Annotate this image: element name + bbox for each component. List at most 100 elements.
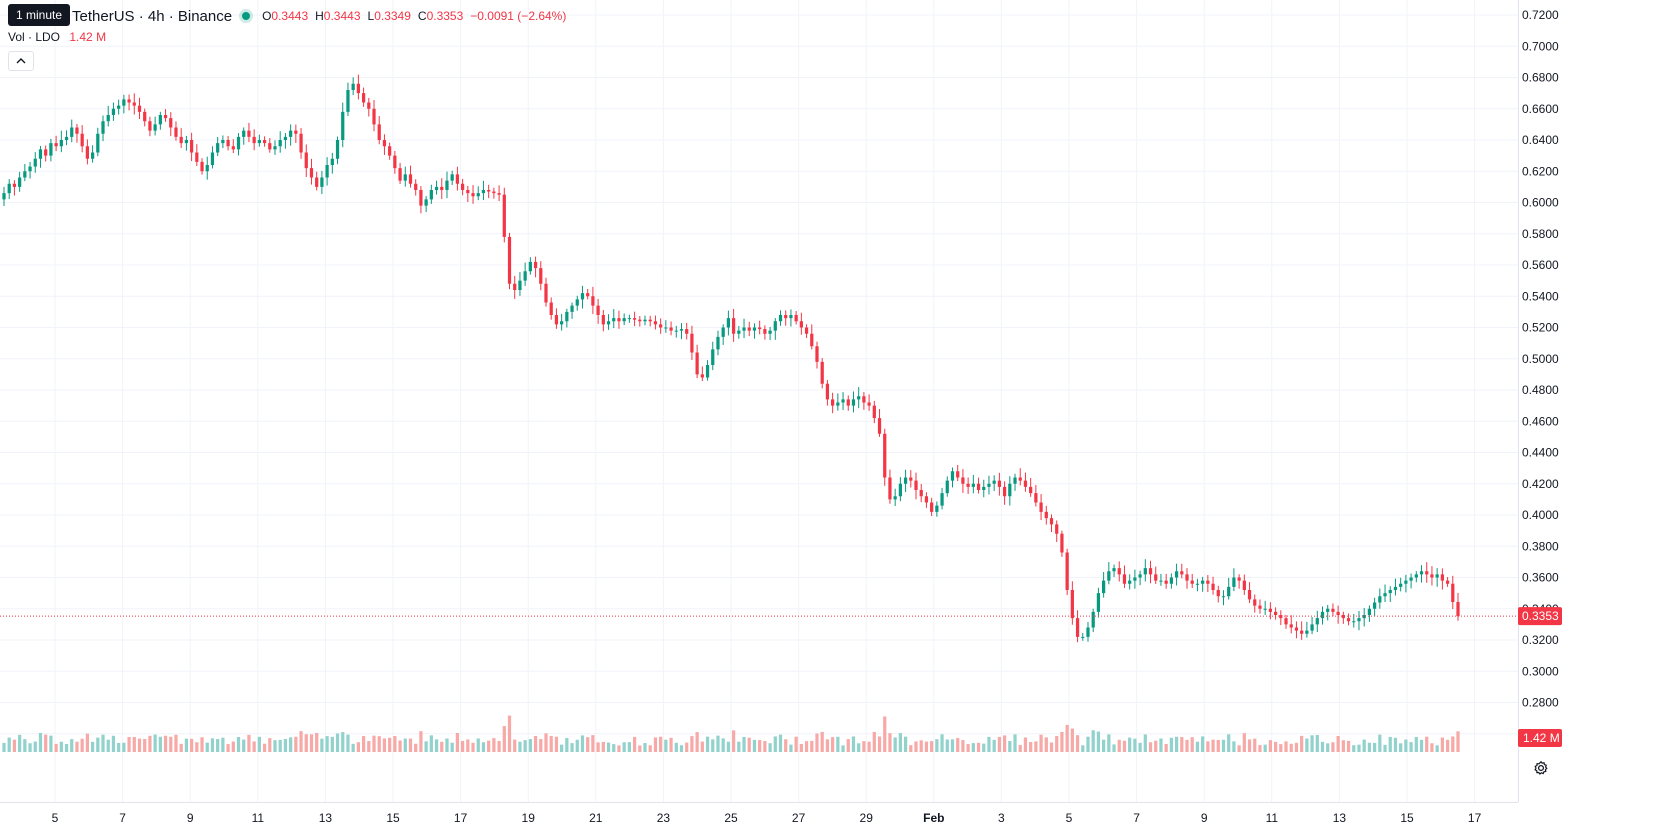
candle-up [1201,580,1205,584]
volume-bar [731,730,736,752]
volume-bar [726,741,731,752]
candle-up [1378,596,1382,603]
volume-bar [804,741,809,752]
candle-up [1081,636,1085,638]
chart-area[interactable] [0,0,1518,802]
volume-legend[interactable]: Vol · LDO 1.42 M [8,30,106,44]
price-chart[interactable] [0,0,1518,802]
volume-bar [669,737,673,752]
time-axis[interactable]: 5 7 9 11 13 15 17 19 21 23 25 27 29 Feb 3 5 7 9 11 13 15 17 [0,802,1518,835]
price-tick-label: 0.4200 [1522,477,1559,491]
chart-settings-button[interactable] [1530,759,1552,777]
volume-bar [971,743,975,752]
time-tick-label: 21 [589,811,603,825]
candle-up [64,136,69,140]
volume-bar [273,740,277,752]
volume-bar [1133,738,1137,752]
volume-bar [304,734,308,752]
volume-bar [659,736,663,752]
volume-bar [523,740,527,752]
volume-bar [935,739,939,752]
candle-down [883,433,887,478]
candle-down [398,168,402,181]
candle-down [132,102,136,106]
candle-up [236,136,241,150]
volume-bar [205,742,209,752]
symbol-title[interactable]: TetherUS · 4h · Binance [72,7,233,25]
candle-up [1221,596,1226,598]
candle-up [1227,586,1231,597]
candle-down [200,161,204,172]
volume-bar [997,736,1002,752]
volume-bar [570,743,574,752]
candle-up [1128,580,1132,584]
volume-bar [606,742,611,752]
volume-bar [12,739,17,752]
candle-down [784,315,788,319]
volume-bar [841,745,845,752]
volume-bar [1185,739,1189,752]
volume-bar [1336,735,1340,752]
volume-bar [711,739,715,752]
candle-up [737,330,741,334]
candle-up [33,158,37,167]
candle-down [758,327,762,330]
candle-up [1102,580,1106,594]
volume-bar [700,741,704,752]
candle-down [961,477,965,484]
candle-up [2,193,6,200]
volume-bar [143,739,147,752]
volume-bar [388,737,392,752]
candle-down [825,383,830,400]
candle-down [862,396,866,403]
time-tick-label: 13 [319,811,333,825]
candle-down [1445,580,1450,584]
candle-up [278,140,282,147]
candle-down [268,143,272,150]
market-status-dot [242,12,251,20]
candle-up [1305,630,1309,634]
candle-up [992,480,996,484]
volume-bar [513,739,517,752]
volume-bar [184,738,189,752]
candle-up [664,327,668,329]
candle-down [1075,618,1080,637]
volume-bar [1388,736,1392,752]
volume-bar [54,743,58,752]
candle-down [1180,571,1184,575]
volume-bar [872,731,876,752]
volume-bar [1117,739,1121,752]
collapse-legend-button[interactable] [8,51,34,71]
candle-down [1039,502,1043,512]
time-tick-label: 9 [1201,811,1208,825]
candle-down [617,318,621,322]
candle-down [591,296,595,306]
candle-down [1346,618,1351,622]
volume-bar [1383,744,1387,752]
volume-bar [789,744,793,752]
volume-bar [950,739,955,752]
candle-up [940,493,944,506]
price-tick-label: 0.6400 [1522,133,1559,147]
volume-bar [1232,741,1236,752]
price-tick-label: 0.5200 [1522,321,1559,335]
candle-up [106,115,110,122]
candle-up [23,171,27,178]
volume-bar [96,737,100,752]
volume-bar [580,735,585,752]
candle-down [1122,574,1127,584]
volume-bar [38,732,43,752]
volume-bar [1393,737,1398,752]
volume-bar [1331,742,1335,752]
candle-down [1055,524,1059,534]
time-tick-label: 19 [522,811,536,825]
candle-up [528,261,532,272]
volume-bar [544,733,548,752]
price-axis[interactable]: 0.7200 0.7000 0.6800 0.6600 0.6400 0.6200 0.60… [1518,0,1678,802]
volume-bar [601,741,605,752]
volume-value: 1.42 M [69,30,107,44]
candle-up [403,174,407,181]
volume-bar [914,741,918,752]
candle-down [1456,602,1460,617]
candle-down [54,143,58,147]
